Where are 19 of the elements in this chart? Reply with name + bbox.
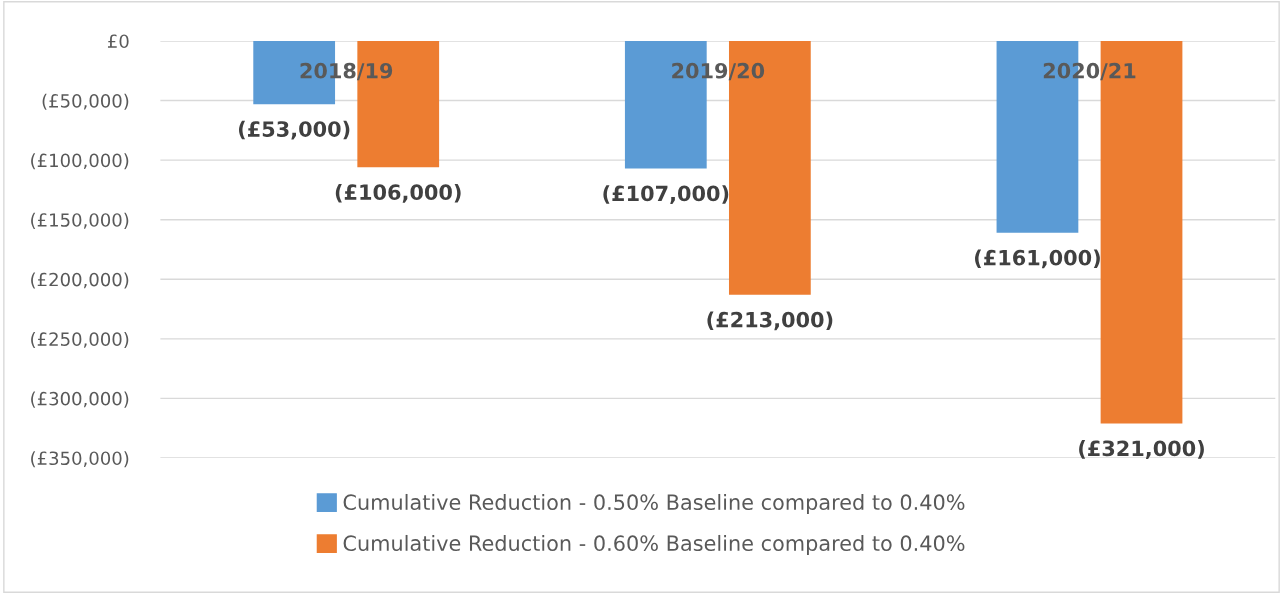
y-tick-label: (£300,000) [31, 391, 129, 408]
data-label: (£53,000) [238, 120, 350, 140]
legend-label: Cumulative Reduction - 0.50% Baseline compared to 0.40% [343, 493, 965, 515]
y-tick-label: (£250,000) [31, 331, 129, 349]
y-tick-label: £0 [107, 34, 129, 49]
data-label: (£213,000) [707, 311, 833, 331]
x-tick-label: 2019/20 [672, 62, 765, 81]
y-tick-label: (£150,000) [31, 212, 129, 229]
x-tick-label: 2020/21 [1043, 62, 1136, 81]
y-tick-label: (£350,000) [31, 451, 129, 468]
data-label: (£321,000) [1079, 440, 1204, 459]
legend-label: Cumulative Reduction - 0.60% Baseline compared to 0.40% [343, 534, 965, 556]
y-tick-label: (£200,000) [31, 272, 129, 289]
data-label: (£161,000) [975, 249, 1100, 269]
data-label: (£106,000) [335, 183, 461, 203]
x-tick-label: 2018/19 [300, 62, 393, 81]
data-label: (£107,000) [603, 185, 729, 204]
y-tick-label: (£100,000) [31, 153, 129, 170]
y-tick-label: (£50,000) [42, 93, 129, 110]
